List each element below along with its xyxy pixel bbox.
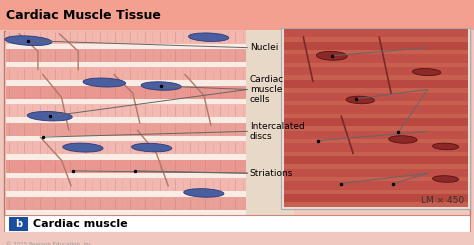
- Bar: [6, 67, 246, 81]
- Bar: [284, 63, 468, 67]
- Text: LM × 450: LM × 450: [421, 196, 465, 205]
- Bar: [9, 217, 28, 231]
- Ellipse shape: [389, 136, 417, 143]
- Ellipse shape: [184, 189, 224, 197]
- Bar: [284, 126, 468, 131]
- Bar: [6, 81, 246, 86]
- Ellipse shape: [433, 143, 458, 150]
- Bar: [6, 210, 246, 215]
- Bar: [6, 122, 246, 136]
- Bar: [284, 177, 468, 182]
- Ellipse shape: [5, 36, 52, 46]
- Bar: [246, 30, 294, 215]
- Bar: [284, 202, 468, 207]
- Text: © 2015 Pearson Education, Inc.: © 2015 Pearson Education, Inc.: [6, 242, 93, 245]
- Bar: [6, 86, 246, 99]
- Bar: [284, 143, 468, 152]
- Bar: [6, 173, 246, 178]
- Bar: [6, 30, 246, 215]
- Bar: [284, 118, 468, 126]
- Bar: [284, 54, 468, 63]
- Text: Intercalated
discs: Intercalated discs: [250, 122, 305, 141]
- Text: Nuclei: Nuclei: [250, 43, 278, 52]
- Ellipse shape: [433, 176, 458, 182]
- Bar: [284, 75, 468, 80]
- Text: Cardiac
muscle
cells: Cardiac muscle cells: [250, 75, 284, 104]
- Bar: [6, 136, 246, 141]
- Text: b: b: [15, 219, 23, 229]
- Ellipse shape: [346, 96, 374, 104]
- Bar: [284, 182, 468, 190]
- Bar: [284, 29, 468, 37]
- Bar: [6, 49, 246, 62]
- Ellipse shape: [83, 78, 126, 87]
- Bar: [281, 28, 470, 209]
- Bar: [284, 101, 468, 105]
- Ellipse shape: [189, 33, 228, 41]
- Bar: [284, 93, 468, 101]
- Bar: [284, 152, 468, 156]
- Bar: [6, 154, 246, 159]
- Bar: [284, 80, 468, 88]
- Bar: [284, 67, 468, 75]
- Bar: [6, 99, 246, 104]
- Ellipse shape: [27, 111, 72, 121]
- Bar: [284, 88, 468, 93]
- Text: Striations: Striations: [250, 169, 293, 178]
- Bar: [284, 190, 468, 194]
- Bar: [6, 141, 246, 154]
- Bar: [284, 139, 468, 143]
- Text: Cardiac muscle: Cardiac muscle: [33, 219, 128, 229]
- Bar: [6, 159, 246, 173]
- Bar: [6, 44, 246, 49]
- Bar: [284, 164, 468, 169]
- Bar: [284, 42, 468, 50]
- Ellipse shape: [141, 82, 181, 90]
- Bar: [6, 30, 246, 44]
- Bar: [6, 62, 246, 67]
- Ellipse shape: [132, 143, 172, 152]
- Bar: [284, 50, 468, 54]
- Bar: [284, 131, 468, 139]
- Bar: [4, 31, 470, 217]
- Bar: [284, 37, 468, 42]
- Bar: [6, 117, 246, 122]
- Bar: [6, 196, 246, 210]
- Bar: [284, 105, 468, 113]
- Text: Cardiac Muscle Tissue: Cardiac Muscle Tissue: [6, 9, 161, 22]
- Bar: [284, 156, 468, 164]
- Bar: [284, 169, 468, 177]
- Bar: [284, 113, 468, 118]
- Bar: [0, 0, 474, 30]
- Bar: [284, 29, 468, 207]
- Bar: [6, 178, 246, 191]
- Bar: [6, 104, 246, 117]
- Bar: [6, 191, 246, 196]
- Bar: [4, 215, 470, 233]
- Ellipse shape: [412, 69, 441, 76]
- Ellipse shape: [317, 51, 347, 60]
- Ellipse shape: [63, 143, 103, 152]
- Bar: [284, 194, 468, 202]
